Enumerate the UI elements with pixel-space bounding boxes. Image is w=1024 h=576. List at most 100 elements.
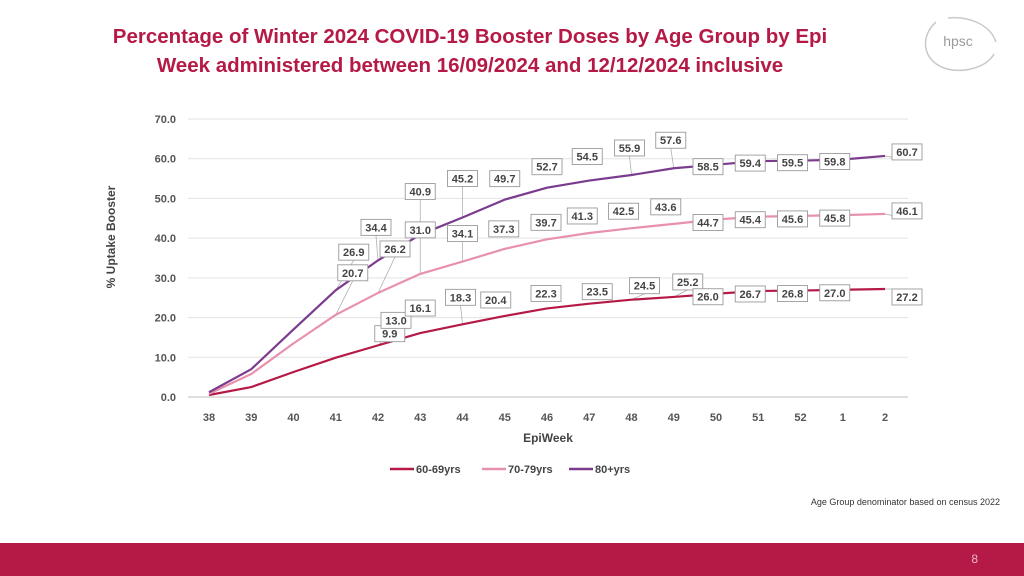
data-label-box	[672, 273, 704, 291]
callout-leader	[335, 280, 354, 315]
data-label: 44.7	[697, 217, 718, 229]
y-tick-label: 0.0	[161, 392, 176, 404]
data-label: 59.4	[740, 158, 762, 170]
data-label: 25.2	[677, 277, 698, 289]
data-label-box	[777, 210, 808, 228]
data-label: 59.5	[782, 158, 803, 170]
data-label: 49.7	[494, 174, 515, 186]
x-tick-label: 50	[710, 412, 722, 424]
data-label-box	[447, 225, 478, 243]
data-label-box	[530, 213, 562, 231]
data-label-box	[891, 143, 923, 161]
data-label-box	[404, 183, 436, 201]
data-label-box	[404, 221, 436, 239]
chart-title: Percentage of Winter 2024 COVID-19 Boost…	[0, 22, 940, 80]
x-tick-label: 45	[499, 412, 511, 424]
data-label: 9.9	[382, 329, 397, 341]
data-label: 20.7	[342, 268, 363, 280]
data-label-box	[566, 207, 598, 225]
x-tick-label: 48	[625, 412, 637, 424]
x-tick-label: 51	[752, 412, 764, 424]
x-axis-ticks: 38 39 40 41 42 43 44 45 46 47 48 49 50 51 52 1 2	[203, 412, 888, 424]
data-label-box	[380, 311, 412, 329]
data-label: 37.3	[493, 224, 514, 236]
data-label: 41.3	[572, 211, 593, 223]
line-chart: 0.0 10.0 20.0 30.0 40.0 50.0 60.0 70.0 38 39 40 41…	[104, 114, 923, 476]
data-label-box	[338, 243, 370, 261]
x-tick-label: 46	[541, 412, 553, 424]
series-line-80+yrs	[208, 154, 886, 394]
x-tick-label: 49	[668, 412, 680, 424]
data-label-box	[692, 288, 724, 306]
y-tick-label: 50.0	[155, 193, 176, 205]
data-label: 46.1	[896, 206, 917, 218]
legend-label: 70-79yrs	[508, 464, 553, 476]
data-label-box	[360, 218, 392, 236]
data-label: 52.7	[536, 162, 557, 174]
legend-label: 60-69yrs	[416, 464, 461, 476]
x-tick-label: 1	[840, 412, 846, 424]
data-label: 45.2	[452, 173, 473, 185]
x-tick-label: 2	[882, 412, 888, 424]
data-label: 27.0	[824, 288, 845, 300]
y-tick-label: 30.0	[155, 273, 176, 285]
data-label: 22.3	[535, 288, 556, 300]
x-tick-label: 39	[245, 412, 257, 424]
data-label: 13.0	[385, 315, 406, 327]
callout-leader	[629, 155, 632, 176]
data-label-box	[734, 211, 766, 229]
footer-bar: 8	[0, 543, 1024, 576]
data-label-box	[571, 148, 603, 166]
x-tick-label: 42	[372, 412, 384, 424]
data-label-box	[650, 198, 682, 216]
data-label: 26.9	[343, 247, 364, 259]
x-tick-label: 41	[330, 412, 342, 424]
data-label-box	[608, 202, 639, 220]
data-label-box	[655, 131, 687, 149]
data-label: 45.4	[740, 215, 762, 227]
data-label: 57.6	[660, 135, 681, 147]
x-tick-label: 43	[414, 412, 426, 424]
x-tick-label: 40	[287, 412, 299, 424]
data-label: 34.4	[365, 222, 387, 234]
data-label: 24.5	[634, 281, 655, 293]
data-label-box	[581, 283, 613, 301]
data-label: 54.5	[577, 152, 598, 164]
y-axis-title: % Uptake Booster	[104, 185, 118, 288]
legend-label: 80+yrs	[595, 464, 630, 476]
data-label-box	[337, 264, 369, 282]
data-label-box	[489, 170, 521, 188]
label-callouts	[335, 148, 908, 359]
data-label-box	[404, 299, 436, 317]
data-label-box	[819, 153, 851, 170]
data-label: 40.9	[410, 187, 431, 199]
series-line-60-69yrs	[208, 287, 886, 397]
x-tick-label: 47	[583, 412, 595, 424]
data-label-box	[531, 158, 563, 176]
data-label-box	[447, 170, 478, 187]
data-label-box	[488, 220, 520, 238]
y-tick-label: 40.0	[155, 233, 176, 245]
hpsc-logo	[924, 16, 997, 72]
data-label: 43.6	[655, 202, 676, 214]
y-axis-ticks: 0.0 10.0 20.0 30.0 40.0 50.0 60.0 70.0	[155, 114, 176, 404]
y-tick-label: 20.0	[155, 313, 176, 325]
data-label: 60.7	[896, 147, 917, 159]
data-label: 34.1	[452, 229, 473, 241]
data-label: 26.8	[782, 289, 803, 301]
callout-leader	[670, 148, 675, 169]
data-label: 55.9	[619, 143, 640, 155]
x-tick-label: 44	[456, 412, 469, 424]
data-label-box	[777, 285, 808, 303]
data-label: 45.8	[824, 213, 845, 225]
callout-leader	[375, 235, 379, 261]
data-label-box	[692, 158, 724, 176]
data-label: 39.7	[535, 217, 556, 229]
series-line-70-79yrs	[208, 212, 886, 395]
callout-leader	[460, 305, 463, 325]
data-label-box	[530, 284, 562, 302]
callout-leader	[377, 256, 396, 294]
x-axis-title: EpiWeek	[523, 431, 573, 445]
data-label-box	[692, 214, 724, 231]
data-label-box	[445, 288, 476, 306]
